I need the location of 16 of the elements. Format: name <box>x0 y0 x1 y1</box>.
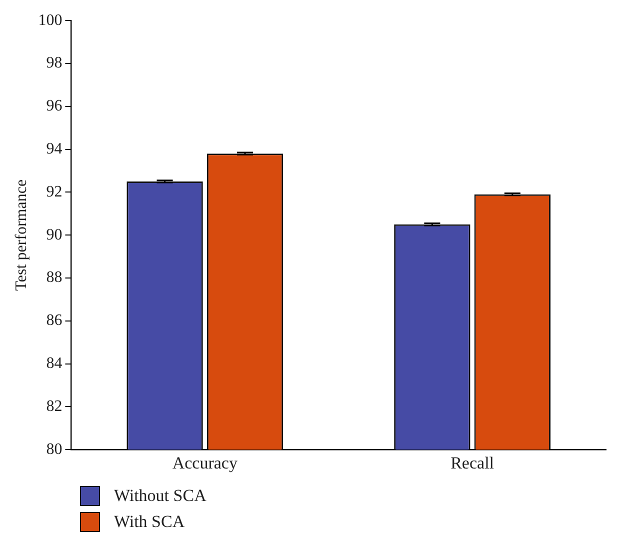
y-tick-label: 92 <box>46 183 62 200</box>
y-axis-title: Test performance <box>12 179 30 291</box>
y-tick-label: 86 <box>46 312 62 330</box>
y-tick-label: 82 <box>46 398 62 415</box>
y-tick-label: 100 <box>38 12 62 29</box>
y-tick-label: 96 <box>46 98 62 115</box>
y-tick-label: 80 <box>46 440 62 458</box>
x-tick-label: Accuracy <box>172 453 238 472</box>
y-tick-label: 98 <box>46 54 62 72</box>
legend-label: Without SCA <box>114 486 206 506</box>
y-tick-label: 90 <box>46 226 62 244</box>
legend-label: With SCA <box>114 512 185 532</box>
y-tick-label: 94 <box>46 140 62 158</box>
y-tick-label: 88 <box>46 269 62 286</box>
y-tick-label: 84 <box>46 355 62 372</box>
x-tick-label: Recall <box>450 453 494 472</box>
